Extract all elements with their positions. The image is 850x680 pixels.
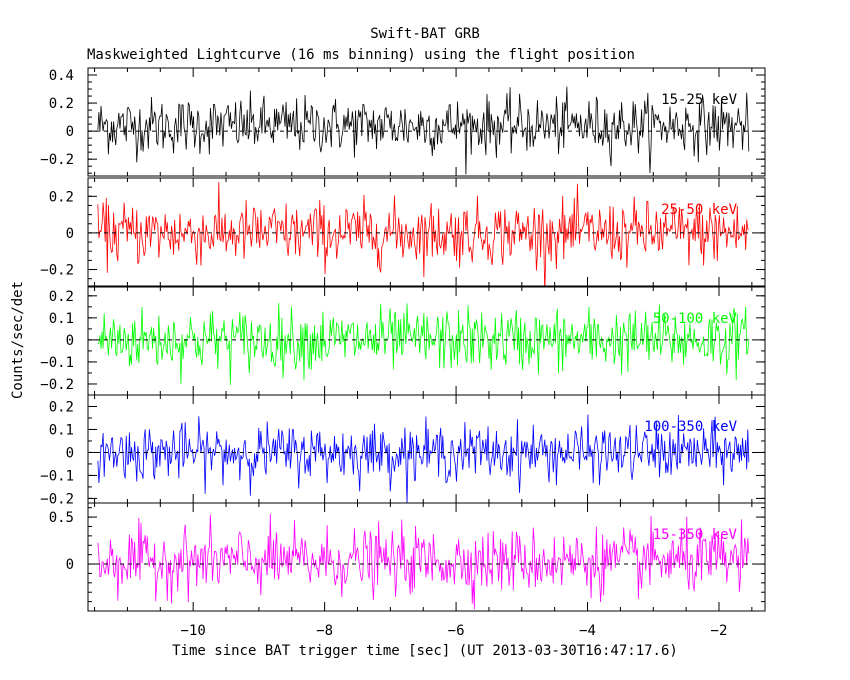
x-axis-label: Time since BAT trigger time [sec] (UT 20… bbox=[172, 643, 678, 659]
y-tick-label: 0.2 bbox=[49, 399, 74, 415]
x-tick-label: −8 bbox=[316, 623, 333, 639]
x-tick-label: −10 bbox=[181, 623, 206, 639]
panel-frame bbox=[87, 502, 766, 612]
y-tick-label: 0.2 bbox=[49, 96, 74, 112]
x-tick-label: −4 bbox=[579, 623, 596, 639]
y-tick-label: 0.2 bbox=[49, 189, 74, 205]
panel-frame bbox=[87, 67, 766, 177]
chart-subtitle: Maskweighted Lightcurve (16 ms binning) … bbox=[87, 47, 635, 63]
y-tick-label: 0 bbox=[66, 333, 74, 349]
band-label-15-25-kev: 15-25 keV bbox=[661, 92, 737, 108]
band-label-15-350-kev: 15-350 keV bbox=[653, 527, 738, 543]
y-tick-label: 0 bbox=[66, 124, 74, 140]
y-tick-label: −0.2 bbox=[40, 491, 74, 507]
chart-title: Swift-BAT GRB bbox=[370, 26, 480, 42]
y-tick-label: −0.2 bbox=[40, 377, 74, 393]
series-line-15-350-kev bbox=[97, 513, 750, 610]
y-tick-label: −0.2 bbox=[40, 263, 74, 279]
band-label-100-350-kev: 100-350 keV bbox=[644, 419, 737, 435]
x-tick-label: −6 bbox=[448, 623, 465, 639]
band-label-25-50-kev: 25-50 keV bbox=[661, 202, 737, 218]
y-tick-label: −0.1 bbox=[40, 355, 74, 371]
y-tick-label: 0.1 bbox=[49, 311, 74, 327]
y-tick-label: 0.2 bbox=[49, 289, 74, 305]
y-tick-label: −0.1 bbox=[40, 468, 74, 484]
band-label-50-100-kev: 50-100 keV bbox=[653, 311, 738, 327]
series-line-100-350-kev bbox=[97, 414, 750, 503]
y-tick-label: 0 bbox=[66, 445, 74, 461]
series-line-25-50-kev bbox=[97, 181, 750, 286]
panel-frame bbox=[87, 177, 766, 287]
x-tick-label: −2 bbox=[711, 623, 728, 639]
y-tick-label: 0.5 bbox=[49, 510, 74, 526]
y-tick-label: −0.2 bbox=[40, 152, 74, 168]
y-tick-label: 0.4 bbox=[49, 68, 74, 84]
series-line-50-100-kev bbox=[97, 303, 750, 385]
y-tick-label: 0.1 bbox=[49, 422, 74, 438]
y-tick-label: 0 bbox=[66, 226, 74, 242]
series-line-15-25-kev bbox=[97, 86, 750, 175]
y-axis-label: Counts/sec/det bbox=[10, 281, 26, 399]
panels-group: −0.2 0 0.2 0.4 15-25 keV −0.2 0 0.2 25-50 keV −0.… bbox=[40, 67, 766, 639]
y-tick-label: 0 bbox=[66, 557, 74, 573]
